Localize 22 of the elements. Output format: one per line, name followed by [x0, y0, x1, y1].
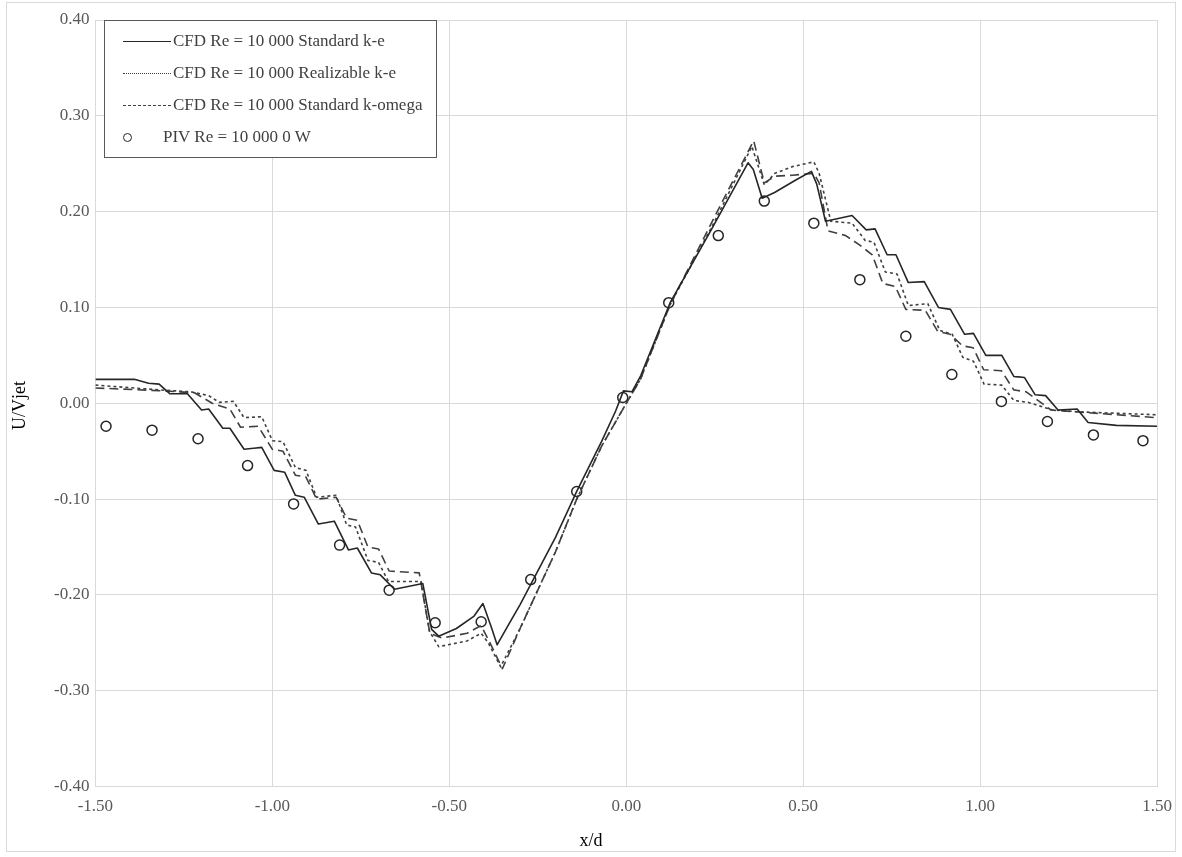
y-tick-label: 0.30 — [59, 105, 90, 125]
x-tick-label: -1.50 — [77, 796, 114, 816]
x-tick-label: 0.50 — [788, 796, 819, 816]
y-tick-label: -0.10 — [53, 488, 90, 508]
y-tick-label: 0.10 — [59, 296, 90, 316]
y-tick-label: -0.30 — [53, 680, 90, 700]
y-tick-label: -0.20 — [53, 584, 90, 604]
x-tick-label: 1.00 — [965, 796, 996, 816]
x-tick-label: -0.50 — [431, 796, 468, 816]
legend-label: PIV Re = 10 000 0 W — [163, 127, 311, 147]
legend-label: CFD Re = 10 000 Standard k-e — [173, 31, 385, 51]
x-tick-label: -1.00 — [254, 796, 291, 816]
y-tick-label: 0.00 — [59, 392, 90, 412]
y-axis-title: U/Vjet — [8, 380, 30, 432]
y-tick-label: 0.20 — [59, 201, 90, 221]
x-tick-label: 0.00 — [611, 796, 642, 816]
x-tick-label: 1.50 — [1142, 796, 1172, 816]
y-tick-label: 0.40 — [59, 9, 90, 29]
legend-label: CFD Re = 10 000 Standard k-omega — [173, 95, 423, 115]
legend-label: CFD Re = 10 000 Realizable k-e — [173, 63, 396, 83]
y-tick-label: -0.40 — [53, 776, 90, 796]
x-axis-title: x/d — [578, 830, 604, 851]
